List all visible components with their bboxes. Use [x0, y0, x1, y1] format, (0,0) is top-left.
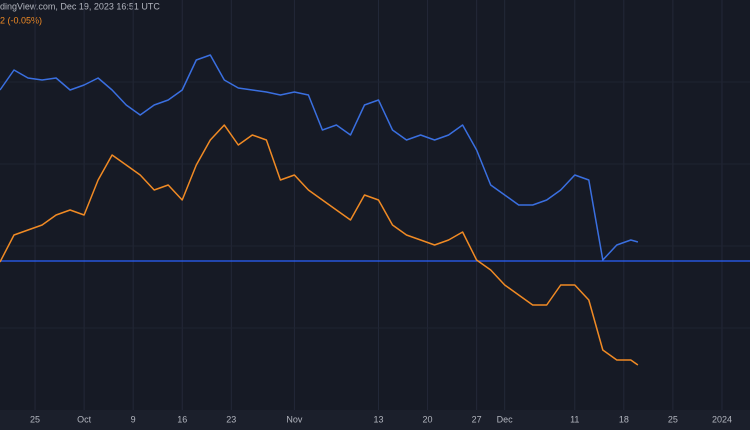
x-tick-label: Oct: [77, 414, 92, 424]
x-tick-label: 16: [177, 414, 187, 424]
x-tick-label: 2024: [712, 414, 732, 424]
x-tick-label: 18: [619, 414, 629, 424]
series-line: [0, 124, 639, 366]
x-tick-label: 13: [373, 414, 383, 424]
time-axis: [0, 410, 750, 430]
x-tick-label: 25: [668, 414, 678, 424]
x-tick-label: 23: [226, 414, 236, 424]
x-tick-label: 27: [472, 414, 482, 424]
x-tick-label: Nov: [286, 414, 303, 424]
series-line: [0, 54, 639, 261]
x-tick-label: 11: [570, 414, 579, 424]
x-tick-label: 20: [423, 414, 433, 424]
x-tick-label: 9: [131, 414, 136, 424]
x-tick-label: 25: [30, 414, 40, 424]
source-text: dingView.com, Dec 19, 2023 16:51 UTC: [0, 1, 160, 11]
change-text: 2 (-0.05%): [0, 15, 42, 25]
x-tick-label: Dec: [497, 414, 514, 424]
